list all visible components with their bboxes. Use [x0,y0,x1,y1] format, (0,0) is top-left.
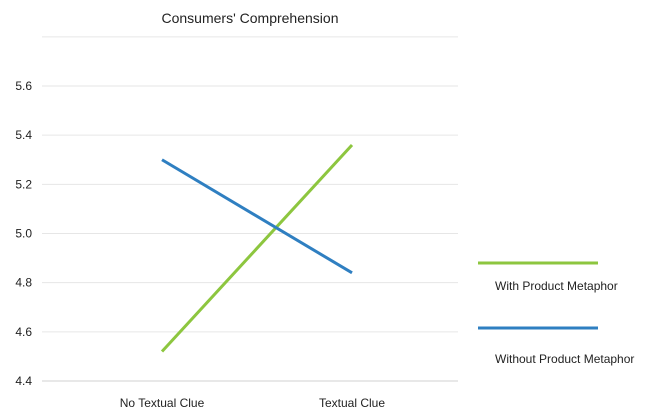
gridlines [42,36,458,382]
y-tick-label: 4.8 [15,276,32,290]
y-tick-label: 5.2 [15,177,32,191]
series-lines [160,143,354,353]
y-tick-label: 4.4 [15,374,32,388]
x-tick-label: Textual Clue [319,396,385,410]
legend-label: With Product Metaphor [495,279,618,293]
legend: With Product Metaphor Without Product Met… [478,261,634,366]
series-line-with-product-metaphor [160,143,354,353]
y-axis-ticks: 4.4 4.6 4.8 5.0 5.2 5.4 5.6 [15,79,32,388]
y-tick-label: 4.6 [15,325,32,339]
x-tick-label: No Textual Clue [120,396,205,410]
chart-title: Consumers' Comprehension [162,10,339,26]
y-tick-label: 5.4 [15,128,32,142]
y-tick-label: 5.6 [15,79,32,93]
y-tick-label: 5.0 [15,227,32,241]
series-line-without-product-metaphor [161,158,353,275]
legend-label: Without Product Metaphor [495,352,634,366]
x-axis-ticks: No Textual Clue Textual Clue [120,396,386,410]
